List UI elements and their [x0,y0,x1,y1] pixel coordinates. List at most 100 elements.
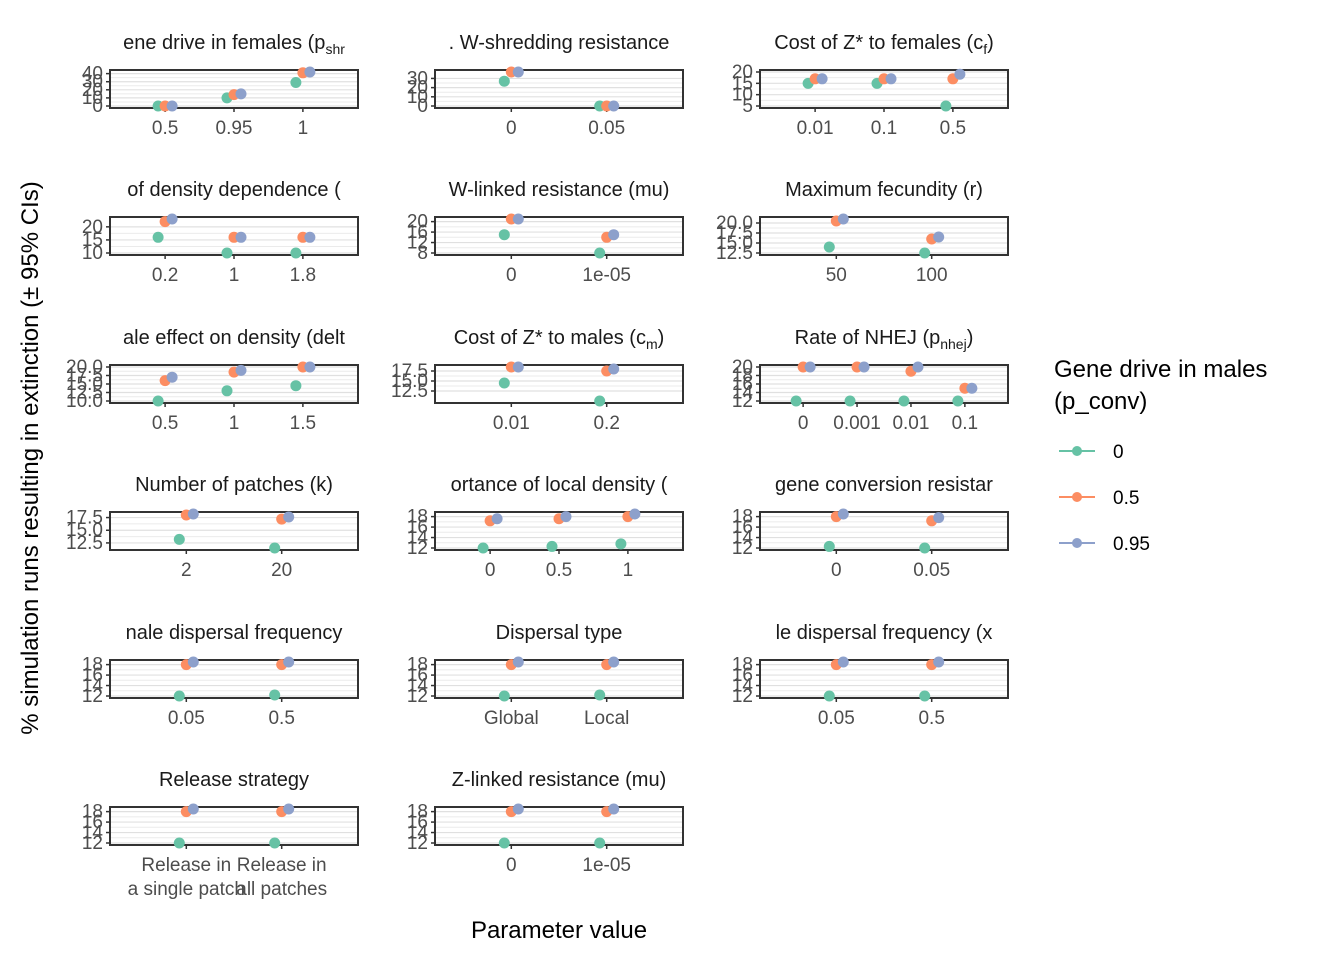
data-point [290,380,302,392]
data-point [498,229,510,241]
data-point [166,213,178,225]
y-tick-label: 20 [732,357,753,378]
data-point [304,361,316,373]
data-point [283,656,295,668]
data-point [283,511,295,523]
y-tick-label: 16 [407,812,428,833]
panel-title-text: nale dispersal frequency [126,622,343,644]
x-tick-label: 0 [506,118,517,139]
panel-title: Rate of NHEJ (pnhej) [795,327,974,352]
panel-title: ene drive in females (pshr [123,32,345,57]
data-point [512,656,524,668]
data-point [844,395,856,407]
y-tick-label: 10 [732,85,753,106]
legend: Gene drive in males (p_conv) 0 0.5 0.95 [1054,356,1267,555]
legend-key-point [1072,446,1082,456]
y-tick-label: 16 [82,665,103,686]
data-point [498,837,510,849]
y-tick-label: 8 [417,243,428,264]
panel-title-text: . W-shredding resistance [449,32,670,54]
x-tick-label: 0.5 [940,118,966,139]
data-point [235,364,247,376]
data-point [269,542,281,554]
y-tick-label: 17.5 [66,508,103,529]
data-point [933,512,945,524]
y-tick-label: 10 [82,243,103,264]
facet-panel: Maximum fecundity (r) 12.515.017.520.0 50 1… [716,179,1009,286]
panel-border [759,511,1009,551]
legend-label: 0.95 [1113,534,1150,555]
panel-title-end: ) [967,327,974,349]
panel-border [434,69,684,109]
panel-title: gene conversion resistar [775,474,993,496]
x-tick-label: 1 [623,560,634,581]
x-tick-label: 2 [181,560,192,581]
panel-title-end: ) [658,327,665,349]
data-point [512,361,524,373]
y-tick-label: 12 [82,686,103,707]
data-point [608,803,620,815]
panel-border [434,806,684,846]
data-point [290,247,302,259]
data-point [608,229,620,241]
data-point [166,100,178,112]
x-tick-label: 0.001 [833,413,881,434]
panel-title-text: gene conversion resistar [775,474,993,496]
x-tick-label: 1.5 [290,413,316,434]
x-tick-label: 0.95 [216,118,253,139]
panel-title-text: Dispersal type [496,622,623,644]
x-axis-title: Parameter value [471,917,647,944]
facet-panel: Number of patches (k) 12.515.017.5 2 20 [66,474,359,581]
data-point [966,382,978,394]
data-point [512,66,524,78]
y-axis-title: % simulation runs resulting in extinctio… [17,181,44,734]
data-point [608,656,620,668]
data-point [498,75,510,87]
data-point [491,513,503,525]
y-tick-label: 16 [732,665,753,686]
y-tick-label: 5 [742,96,753,117]
panel-title: Cost of Z* to males (cm) [454,327,665,352]
data-point [816,73,828,85]
y-tick-label: 18 [407,507,428,528]
y-tick-label: 20.0 [66,357,103,378]
y-tick-label: 14 [407,528,429,549]
y-tick-label: 0 [417,96,428,117]
panel-title-text: Maximum fecundity (r) [785,179,983,201]
y-tick-label: 16 [82,812,103,833]
x-tick-label: 0.5 [268,708,294,729]
x-tick-label: Global [484,708,539,729]
panel-border [759,216,1009,256]
x-tick-label: 1e-05 [582,855,631,876]
y-tick-label: 17.5 [391,361,428,382]
data-point [283,803,295,815]
data-point [187,508,199,520]
x-tick-label: 0.1 [952,413,978,434]
panel-border [434,659,684,699]
y-tick-label: 16 [732,517,753,538]
data-point [221,247,233,259]
y-tick-label: 15.0 [391,371,428,392]
data-point [512,803,524,815]
data-point [512,213,524,225]
data-point [823,241,835,253]
panel-title: Number of patches (k) [135,474,333,496]
facet-panel: Cost of Z* to males (cm) 12.515.017.5 0.01… [391,327,684,434]
data-point [933,656,945,668]
y-tick-label: 12 [732,686,753,707]
x-tick-label: 0.5 [918,708,944,729]
x-tick-label: 1.8 [290,265,316,286]
x-tick-label: 20 [271,560,292,581]
data-point [221,385,233,397]
y-tick-label: 15.0 [66,374,103,395]
panel-title-subscript: m [646,336,658,352]
data-point [837,508,849,520]
data-point [594,689,606,701]
data-point [823,690,835,702]
y-tick-label: 20 [82,80,103,101]
x-tick-label: 0.05 [168,708,205,729]
panel-title: nale dispersal frequency [126,622,343,644]
y-tick-label: 10 [82,88,103,109]
